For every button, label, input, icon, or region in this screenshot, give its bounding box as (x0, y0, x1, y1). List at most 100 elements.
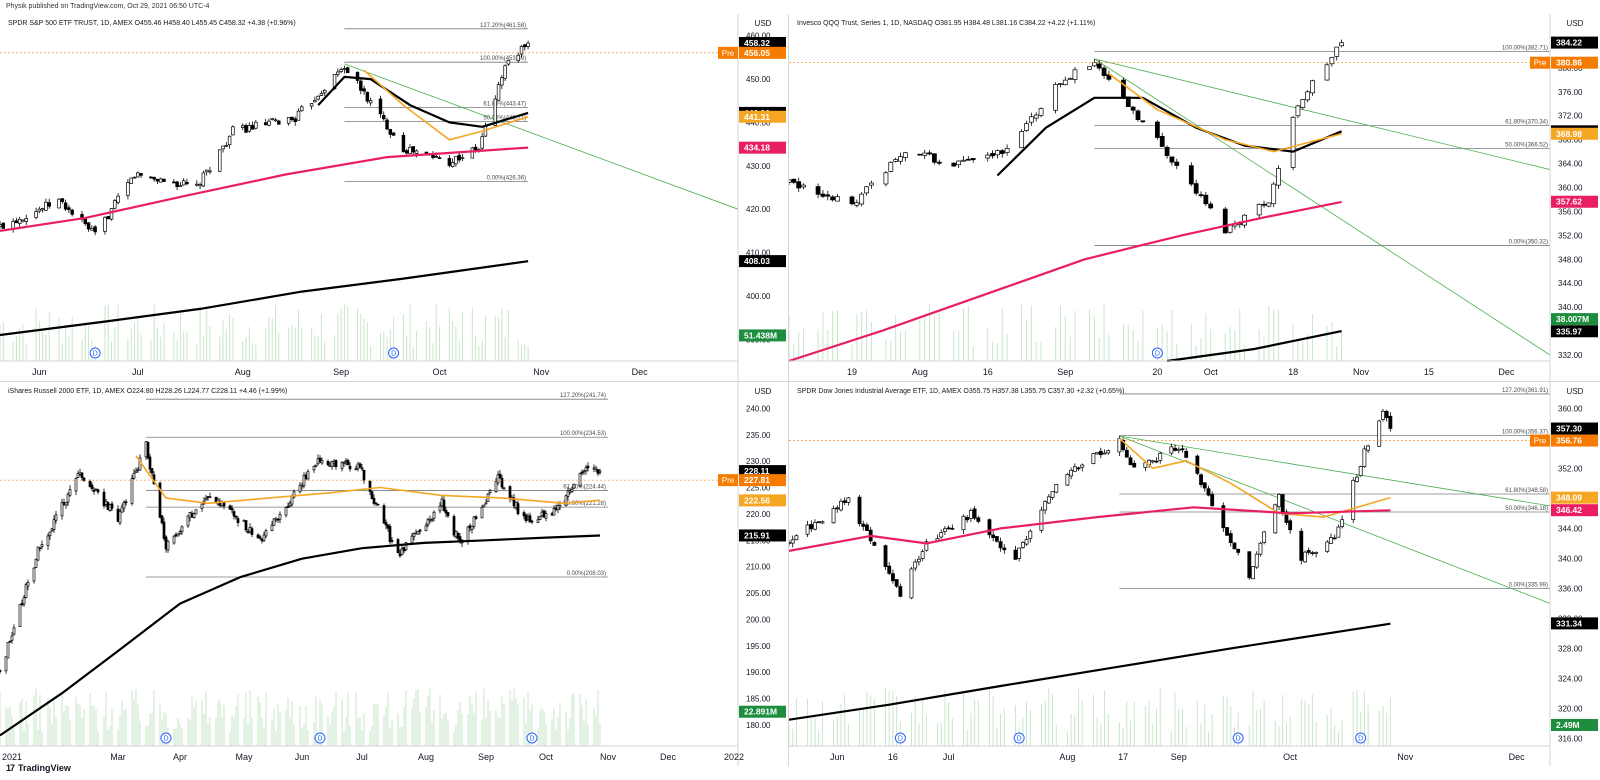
spy-volume-bar (183, 331, 185, 361)
spy-candle-body (336, 71, 340, 75)
iwm-volume-bar (455, 725, 457, 746)
dia-candle-body (835, 507, 840, 510)
iwm-volume-bar (389, 728, 391, 746)
dia-volume-bar (1330, 707, 1332, 746)
dia-candle-body (1232, 542, 1237, 550)
spy-chart-panel[interactable]: SPDR S&P 500 ETF TRUST, 1D, AMEX O455.46… (0, 14, 788, 381)
qqq-x-tick: 15 (1424, 367, 1434, 377)
qqq-price-tag-value: 380.86 (1556, 58, 1582, 68)
iwm-volume-bar (187, 717, 189, 746)
spy-candle-body (227, 135, 232, 146)
iwm-volume-bar (133, 699, 135, 746)
spy-candle-body (175, 181, 179, 188)
qqq-volume-bar (793, 344, 795, 361)
iwm-candle-body (538, 516, 542, 520)
iwm-candle-body (234, 515, 238, 518)
qqq-candle-body (796, 181, 802, 189)
dia-fib-label: 0.00%(335.99) (1509, 582, 1548, 588)
dia-y-tick: 316.00 (1558, 734, 1583, 743)
spy-volume-bar (42, 328, 44, 361)
iwm-candle-body (192, 513, 196, 518)
dia-volume-bar (1282, 694, 1284, 746)
qqq-volume-bar (1040, 342, 1042, 361)
iwm-candle-body (32, 567, 36, 582)
dia-x-tick: Sep (1171, 752, 1187, 762)
iwm-y-tick: 220.00 (746, 510, 771, 519)
iwm-candle-body (314, 464, 318, 467)
iwm-volume-bar (9, 706, 11, 746)
panel-divider-horizontal (0, 381, 1600, 382)
dia-candle-body (1065, 474, 1070, 486)
qqq-candle-body (1256, 204, 1262, 216)
qqq-candle-body (1159, 136, 1165, 147)
spy-candle-body (158, 178, 163, 183)
dia-volume-bar (1196, 700, 1198, 746)
qqq-chart-panel[interactable]: Invesco QQQ Trust, Series 1, 1D, NASDAQ … (789, 14, 1600, 381)
dia-chart-panel[interactable]: SPDR Dow Jones Industrial Average ETF, 1… (789, 382, 1600, 766)
dia-volume-bar (1352, 691, 1354, 746)
iwm-candle-body (130, 478, 134, 504)
iwm-volume-bar (37, 729, 39, 746)
iwm-volume-bar (481, 719, 483, 746)
tradingview-footer[interactable]: 17 TradingView (6, 763, 71, 773)
iwm-volume-bar (513, 688, 515, 746)
qqq-svg[interactable]: Invesco QQQ Trust, Series 1, 1D, NASDAQ … (789, 14, 1600, 381)
spy-volume-bar (429, 327, 431, 361)
dia-volume-bar (1278, 726, 1280, 746)
dia-volume-bar (1022, 717, 1024, 746)
spy-candle-body (362, 88, 366, 92)
spy-price-tag-value: 408.03 (744, 256, 770, 266)
dia-moving-average-2 (789, 622, 1391, 721)
dia-volume-bar (1226, 697, 1228, 746)
qqq-volume-bar (885, 339, 887, 361)
iwm-volume-bar (179, 723, 181, 746)
qqq-candle-body (859, 193, 865, 205)
iwm-chart-panel[interactable]: iShares Russell 2000 ETF, 1D, AMEX O224.… (0, 382, 788, 766)
qqq-volume-bar (1166, 331, 1168, 361)
iwm-x-tick: Oct (539, 752, 554, 762)
iwm-price-tag (739, 474, 786, 487)
iwm-candle-body (36, 546, 40, 561)
spy-price-tag-value: 441.31 (744, 112, 770, 122)
iwm-volume-bar (165, 713, 167, 746)
spy-volume-bar (297, 310, 299, 361)
spy-volume-bar (45, 334, 47, 361)
iwm-volume-bar (511, 700, 513, 746)
iwm-volume-bar (103, 716, 105, 746)
dia-x-tick: 16 (888, 752, 898, 762)
iwm-volume-bar (265, 692, 267, 746)
iwm-volume-bar (107, 730, 109, 746)
spy-candle-body (454, 156, 458, 165)
qqq-volume-bar (1161, 323, 1163, 361)
spy-candle-body (404, 150, 409, 154)
dia-dividend-letter: D (1236, 736, 1241, 743)
iwm-volume-bar (573, 692, 575, 746)
spy-candle-body (503, 65, 507, 79)
iwm-volume-bar (293, 725, 295, 746)
dia-svg[interactable]: SPDR Dow Jones Industrial Average ETF, 1… (789, 382, 1600, 766)
spy-svg[interactable]: SPDR S&P 500 ETF TRUST, 1D, AMEX O455.46… (0, 14, 788, 381)
dia-price-tag-value: 356.76 (1556, 436, 1582, 446)
spy-x-tick: Jun (32, 367, 47, 377)
dia-candle-body (1076, 467, 1081, 470)
iwm-x-tick: Mar (110, 752, 126, 762)
spy-volume-bar (314, 335, 316, 361)
qqq-candle-body (1334, 46, 1340, 57)
iwm-candle-body (118, 511, 122, 524)
qqq-candle-body (1276, 168, 1281, 186)
iwm-candle-body (52, 519, 56, 530)
iwm-candle-body (132, 472, 136, 479)
iwm-svg[interactable]: iShares Russell 2000 ETF, 1D, AMEX O224.… (0, 382, 788, 766)
iwm-candle-body (204, 497, 208, 501)
spy-candle-body (496, 84, 501, 101)
spy-x-tick: Jul (132, 367, 144, 377)
dia-volume-bar (1014, 705, 1016, 746)
dia-volume-bar (996, 728, 998, 746)
qqq-volume-bar (1176, 343, 1178, 361)
qqq-candle-body (1290, 116, 1296, 168)
spy-volume-bar (209, 326, 211, 361)
qqq-volume-bar (1331, 321, 1333, 361)
iwm-volume-bar (347, 692, 349, 746)
dia-candle-body (1121, 439, 1126, 451)
dia-volume-bar (970, 713, 972, 746)
